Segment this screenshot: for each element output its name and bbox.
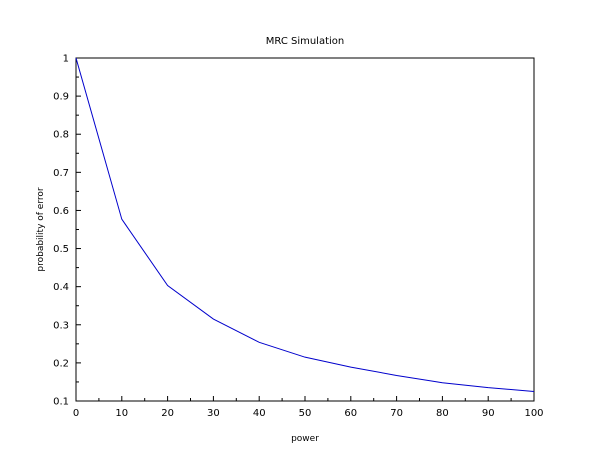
y-tick-label: 0.9	[53, 92, 69, 103]
x-axis-label: power	[291, 434, 319, 444]
y-tick-label: 0.6	[53, 206, 69, 217]
y-tick-label: 0.4	[53, 282, 69, 293]
x-tick-label: 100	[524, 408, 543, 419]
x-tick-label: 20	[161, 408, 174, 419]
x-tick-label: 60	[344, 408, 357, 419]
series-line	[75, 57, 535, 392]
y-tick-label: 0.1	[53, 397, 69, 408]
x-axis: 0 10 20 30 40 50 60 70 80 90 100	[73, 396, 544, 419]
y-tick-label: 0.3	[53, 320, 69, 331]
x-tick-label: 10	[115, 408, 128, 419]
x-tick-label: 70	[390, 408, 403, 419]
x-tick-label: 80	[436, 408, 449, 419]
x-tick-label: 30	[207, 408, 220, 419]
plot-frame	[75, 57, 535, 402]
y-tick-label: 0.5	[53, 244, 69, 255]
x-tick-label: 40	[253, 408, 266, 419]
y-tick-label: 1	[63, 54, 69, 65]
plot-area	[75, 57, 535, 402]
chart-title: MRC Simulation	[266, 36, 345, 47]
y-axis-label: probability of error	[36, 187, 46, 272]
x-tick-label: 0	[73, 408, 79, 419]
y-tick-label: 0.8	[53, 130, 69, 141]
y-tick-label: 0.7	[53, 168, 69, 179]
series-layer	[75, 57, 535, 392]
x-tick-label: 90	[482, 408, 495, 419]
y-axis: 0.1 0.2 0.3 0.4 0.5 0.6 0.7 0.8 0.9 1	[53, 54, 81, 408]
y-tick-label: 0.2	[53, 358, 69, 369]
x-tick-label: 50	[299, 408, 312, 419]
